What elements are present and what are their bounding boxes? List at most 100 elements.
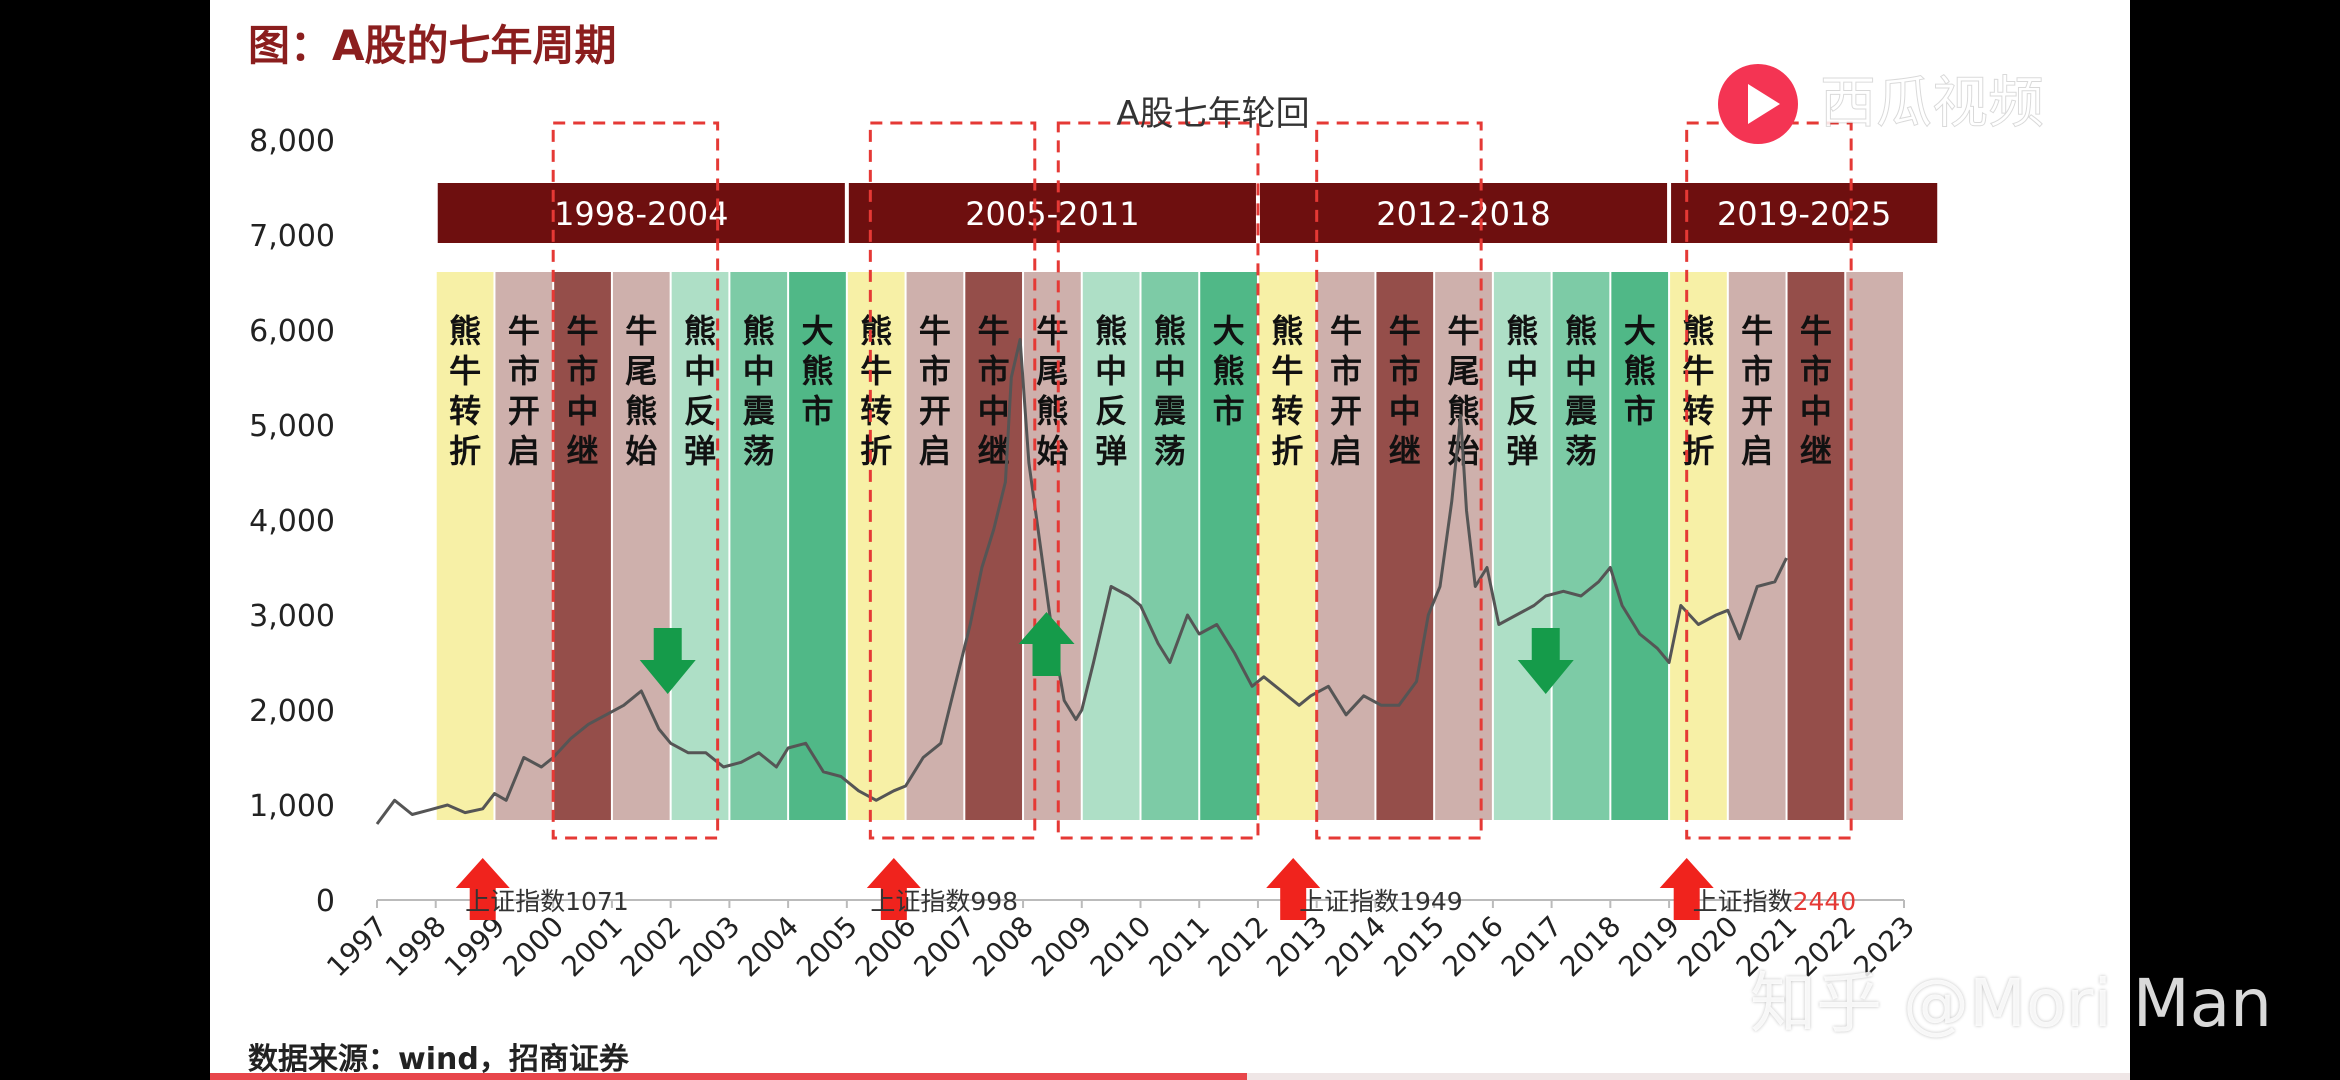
phase-band — [730, 272, 788, 820]
phase-label-char: 启 — [919, 432, 951, 470]
cycle-chart: 熊牛转折牛市开启牛市中继牛尾熊始熊中反弹熊中震荡大熊市熊牛转折牛市开启牛市中继牛… — [249, 94, 1938, 984]
phase-label-char: 中 — [1506, 352, 1538, 390]
phase-label-char: 开 — [1741, 392, 1773, 430]
phase-label-char: 开 — [1330, 392, 1362, 430]
x-tick-label: 2005 — [790, 910, 864, 984]
phase-band — [1493, 272, 1551, 820]
x-tick-label: 2006 — [849, 910, 923, 984]
phase-label-char: 中 — [1154, 352, 1186, 390]
y-tick-label: 6,000 — [249, 314, 335, 349]
phase-label-char: 启 — [1330, 432, 1362, 470]
phase-label-char: 启 — [1741, 432, 1773, 470]
phase-label-char: 熊 — [1095, 312, 1127, 350]
phase-label-char: 市 — [1624, 392, 1656, 430]
phase-bands: 熊牛转折牛市开启牛市中继牛尾熊始熊中反弹熊中震荡大熊市熊牛转折牛市开启牛市中继牛… — [436, 272, 1903, 820]
annotation-value: 998 — [970, 887, 1018, 916]
x-tick-label: 2001 — [555, 910, 629, 984]
phase-band — [1200, 272, 1257, 820]
x-tick-label: 2009 — [1025, 910, 1099, 984]
phase-label-char: 尾 — [625, 352, 657, 390]
phase-label-char: 牛 — [1741, 312, 1773, 350]
phase-label-char: 大 — [1624, 312, 1656, 350]
y-tick-label: 2,000 — [249, 694, 335, 729]
x-tick-label: 2014 — [1319, 910, 1393, 984]
phase-band — [1728, 272, 1786, 820]
zhihu-watermark: 知乎 @Mori Man — [1750, 965, 2272, 1042]
phase-label-char: 牛 — [1330, 312, 1362, 350]
green-down-arrow — [639, 628, 696, 694]
phase-label-char: 熊 — [860, 312, 892, 350]
phase-label-char: 尾 — [1036, 352, 1068, 390]
x-tick-label: 2000 — [496, 910, 570, 984]
phase-label-char: 继 — [1800, 432, 1832, 470]
phase-label-char: 中 — [1800, 392, 1832, 430]
dashed-box — [1315, 121, 1483, 840]
phase-band — [1376, 272, 1434, 820]
phase-label-char: 转 — [1271, 392, 1303, 430]
phase-label-char: 折 — [449, 432, 481, 470]
phase-label-char: 继 — [567, 432, 599, 470]
phase-label-char: 震 — [1154, 392, 1187, 430]
phase-label-char: 始 — [625, 432, 657, 470]
phase-label-char: 反 — [1095, 392, 1127, 430]
phase-label-char: 中 — [567, 392, 599, 430]
xigua-watermark-text: 西瓜视频 — [1820, 71, 2044, 136]
phase-label-char: 熊 — [743, 312, 775, 350]
phase-label-char: 熊 — [1565, 312, 1597, 350]
phase-label-char: 荡 — [743, 432, 775, 470]
phase-label-char: 牛 — [1448, 312, 1480, 350]
dashed-box — [868, 121, 1037, 840]
phase-label-char: 熊 — [1271, 312, 1303, 350]
phase-band — [1670, 272, 1727, 820]
phase-label-char: 尾 — [1448, 352, 1480, 390]
y-tick-label: 3,000 — [249, 599, 335, 634]
cycle-header-label: 1998-2004 — [554, 195, 728, 233]
xigua-watermark: 西瓜视频 — [1718, 64, 2045, 144]
phase-label-char: 市 — [508, 352, 540, 390]
y-tick-label: 4,000 — [249, 504, 335, 539]
cycle-header-band — [437, 183, 845, 243]
red-up-arrow — [1266, 858, 1321, 920]
video-progress-track[interactable] — [210, 1073, 2130, 1080]
green-down-arrow — [1517, 628, 1574, 694]
cycle-header-band — [848, 183, 1256, 243]
dashed-boxes — [551, 121, 1853, 840]
chart-title: A股七年轮回 — [1116, 94, 1309, 134]
annotation-prefix: 上证指数 — [465, 887, 565, 916]
phase-label-char: 折 — [1271, 432, 1303, 470]
x-tick-label: 1998 — [379, 910, 453, 984]
x-tick-label: 2010 — [1084, 910, 1158, 984]
red-up-arrow — [866, 858, 921, 920]
phase-label-char: 大 — [1213, 312, 1245, 350]
phase-label-char: 弹 — [1506, 432, 1538, 470]
phase-label-char: 开 — [508, 392, 540, 430]
phase-band — [495, 272, 553, 820]
phase-label-char: 中 — [743, 352, 775, 390]
annotation-value: 1949 — [1399, 887, 1463, 916]
x-tick-label: 1999 — [438, 910, 512, 984]
annotation-prefix: 上证指数 — [870, 887, 970, 916]
phase-label-char: 市 — [567, 352, 599, 390]
y-tick-label: 5,000 — [249, 409, 335, 444]
cycle-header-band — [1671, 183, 1938, 243]
annotation-prefix: 上证指数 — [1299, 887, 1399, 916]
phase-label-char: 熊 — [449, 312, 481, 350]
phase-label-char: 震 — [743, 392, 776, 430]
cycle-header-band — [1259, 183, 1668, 243]
x-tick-label: 1997 — [320, 910, 394, 984]
phase-label-char: 熊 — [1624, 352, 1656, 390]
x-tick-label: 2011 — [1142, 910, 1216, 984]
phase-label-char: 牛 — [919, 312, 951, 350]
index-annotation: 上证指数2440 — [1693, 887, 1857, 916]
phase-label-char: 荡 — [1154, 432, 1186, 470]
annotation-value: 2440 — [1793, 887, 1857, 916]
phase-label-char: 市 — [919, 352, 951, 390]
phase-label-char: 市 — [1213, 392, 1245, 430]
phase-band — [1258, 272, 1316, 820]
phase-band — [847, 272, 905, 820]
phase-label-char: 熊 — [1154, 312, 1186, 350]
x-tick-label: 2012 — [1201, 910, 1275, 984]
phase-label-char: 牛 — [449, 352, 481, 390]
red-up-arrow — [455, 858, 510, 920]
x-tick-label: 2018 — [1554, 910, 1628, 984]
